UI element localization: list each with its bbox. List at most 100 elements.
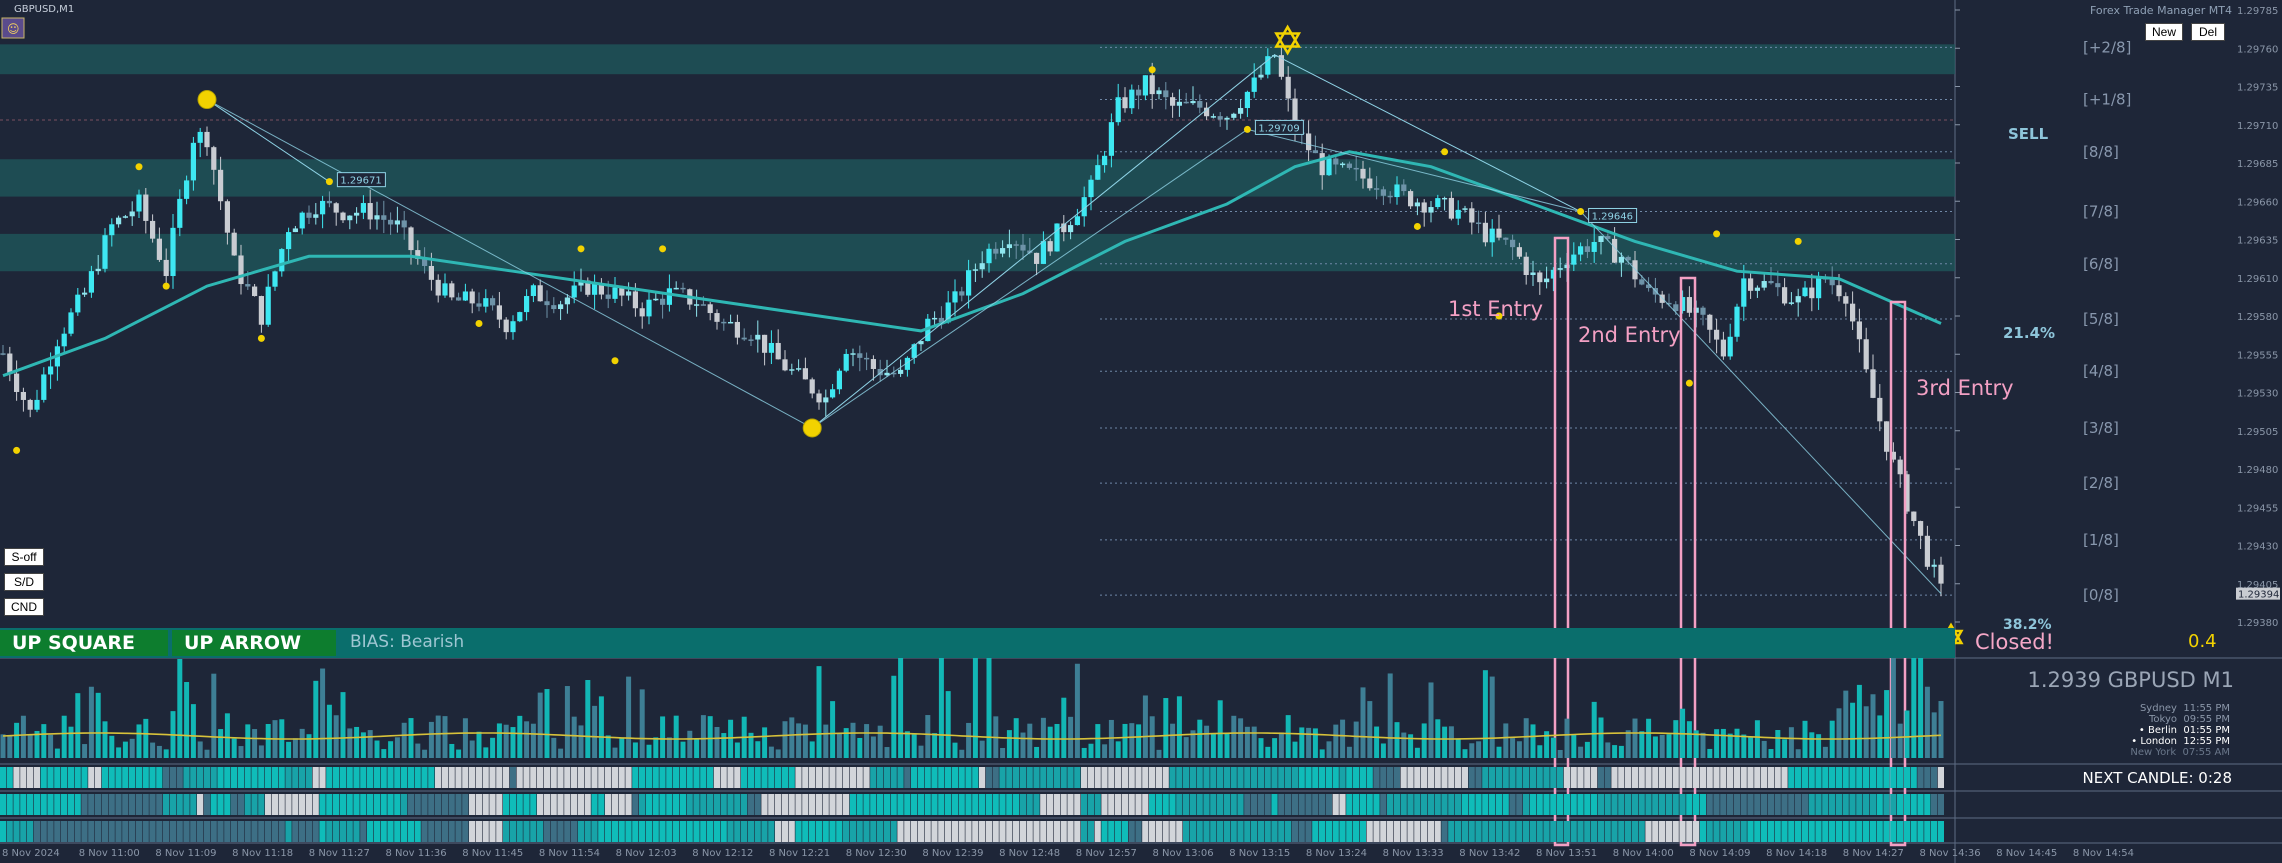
strength-cell (734, 794, 741, 815)
candle-29 (197, 127, 203, 158)
strength-cell (1543, 794, 1550, 815)
candle-175 (1190, 86, 1196, 105)
volume-bar-56 (381, 749, 387, 758)
volume-bar-237 (1612, 745, 1618, 758)
candle-158 (1074, 208, 1080, 226)
strength-cell (679, 767, 686, 788)
del-button[interactable]: Del (2191, 23, 2225, 41)
candle-body (1836, 285, 1842, 297)
candle-166 (1129, 84, 1135, 115)
volume-bar-200 (1360, 687, 1366, 758)
strength-cell (333, 821, 340, 842)
candle-189 (1285, 66, 1291, 112)
strength-cell (632, 821, 639, 842)
strength-cell (945, 821, 952, 842)
strength-cell (1006, 767, 1013, 788)
new-button[interactable]: New (2145, 23, 2183, 41)
volume-bar-88 (598, 696, 604, 758)
volume-bar-172 (1170, 723, 1176, 758)
strength-cell (1285, 821, 1292, 842)
candle-body (972, 269, 978, 271)
candle-165 (1122, 87, 1128, 113)
s-off-button[interactable]: S-off (4, 548, 44, 566)
strength-cell (278, 794, 285, 815)
candle-body (1809, 287, 1815, 299)
strength-cell (890, 794, 897, 815)
strength-cell (1278, 821, 1285, 842)
volume-bar-62 (422, 749, 428, 758)
x-tick-label-15: 8 Nov 13:06 (1153, 848, 1214, 859)
strength-cell (1244, 767, 1251, 788)
volume-bar-104 (707, 716, 713, 758)
up-square-button[interactable]: UP SQUARE (0, 630, 168, 656)
strength-cell (251, 821, 258, 842)
volume-bar-184 (1251, 726, 1257, 758)
strength-cell (441, 794, 448, 815)
volume-bar-90 (612, 747, 618, 758)
strength-cell (183, 794, 190, 815)
volume-bar-189 (1285, 715, 1291, 758)
volume-bar-143 (972, 652, 978, 758)
strength-cell (1591, 767, 1598, 788)
strength-cell (1665, 794, 1672, 815)
strength-cell (693, 794, 700, 815)
strength-cell (469, 794, 476, 815)
strength-cell (1876, 794, 1883, 815)
strength-cell (1455, 821, 1462, 842)
candle-227 (1544, 266, 1550, 289)
candle-body (938, 317, 944, 323)
volume-bar-239 (1625, 730, 1631, 758)
candle-body (7, 353, 13, 374)
candle-135 (918, 341, 924, 351)
candle-body (211, 147, 217, 170)
candle-body (1428, 207, 1434, 213)
volume-bar-48 (326, 704, 332, 758)
candle-body (1578, 246, 1584, 255)
candle-body (177, 198, 183, 228)
volume-bar-232 (1578, 746, 1584, 758)
strength-cell (1659, 767, 1666, 788)
up-arrow-button[interactable]: UP ARROW (172, 630, 336, 656)
candle-130 (884, 359, 890, 377)
strength-cell (1563, 767, 1570, 788)
volume-bar-2 (14, 722, 20, 758)
volume-bar-55 (374, 740, 380, 758)
volume-bar-159 (1081, 747, 1087, 758)
candle-281 (1911, 511, 1917, 527)
candle-body (374, 215, 380, 220)
volume-bar-93 (632, 742, 638, 758)
cnd-button[interactable]: CND (4, 598, 44, 616)
x-tick-label-17: 8 Nov 13:24 (1306, 848, 1367, 859)
strength-cell (197, 794, 204, 815)
x-tick-label-26: 8 Nov 14:45 (1996, 848, 2057, 859)
strength-cell (1720, 821, 1727, 842)
candle-body (898, 369, 904, 374)
strength-cell (1754, 767, 1761, 788)
strength-cell (768, 794, 775, 815)
strength-cell (1434, 794, 1441, 815)
strength-cell (1013, 767, 1020, 788)
volume-bar-5 (34, 730, 40, 758)
strength-cell (1563, 794, 1570, 815)
candle-61 (415, 240, 421, 265)
strength-cell (1849, 821, 1856, 842)
strength-cell (1829, 794, 1836, 815)
strength-cell (101, 794, 108, 815)
candle-11 (75, 288, 81, 316)
candle-body (422, 258, 428, 266)
candle-78 (530, 283, 536, 303)
volume-bar-166 (1129, 723, 1135, 758)
s-d-button[interactable]: S/D (4, 573, 44, 591)
volume-bar-223 (1516, 741, 1522, 758)
strength-cell (659, 767, 666, 788)
candle-body (1462, 208, 1468, 210)
y-tick-label-7: 1.29610 (2237, 274, 2278, 285)
strength-cell (571, 767, 578, 788)
strength-cell (1196, 767, 1203, 788)
strength-cell (815, 821, 822, 842)
strength-cell (122, 794, 129, 815)
candle-211 (1435, 194, 1441, 210)
candle-body (809, 379, 815, 394)
